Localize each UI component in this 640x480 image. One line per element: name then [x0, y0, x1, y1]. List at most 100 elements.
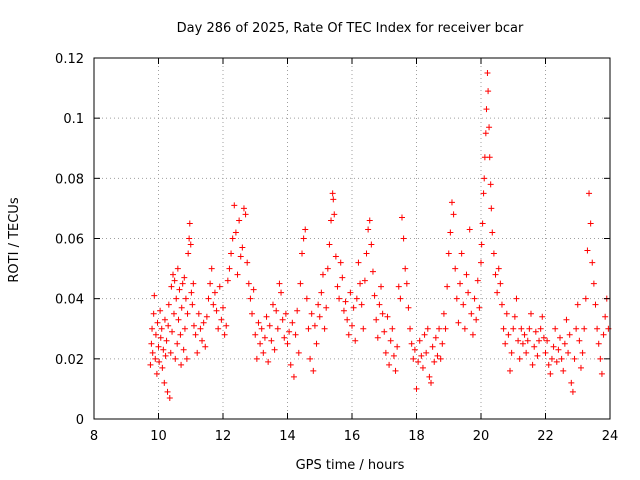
- data-point-marker: [355, 259, 362, 266]
- data-point-marker: [149, 325, 156, 332]
- data-point-marker: [415, 358, 422, 365]
- data-point-marker: [397, 295, 404, 302]
- data-point-marker: [255, 319, 262, 326]
- data-point-marker: [505, 331, 512, 338]
- data-point-marker: [213, 307, 220, 314]
- data-point-marker: [521, 331, 528, 338]
- y-tick-label: 0.04: [55, 293, 84, 308]
- data-point-marker: [294, 307, 301, 314]
- data-point-marker: [483, 106, 490, 113]
- data-point-marker: [205, 295, 212, 302]
- data-point-marker: [465, 289, 472, 296]
- data-point-marker: [164, 388, 171, 395]
- data-point-marker: [595, 340, 602, 347]
- data-point-marker: [183, 355, 190, 362]
- data-point-marker: [584, 247, 591, 254]
- y-tick-label: 0.08: [55, 172, 84, 187]
- data-point-marker: [497, 280, 504, 287]
- data-point-marker: [581, 325, 588, 332]
- data-point-marker: [582, 295, 589, 302]
- data-point-marker: [279, 316, 286, 323]
- data-point-marker: [156, 358, 163, 365]
- data-point-marker: [369, 268, 376, 275]
- data-point-marker: [553, 358, 560, 365]
- data-point-marker: [170, 310, 177, 317]
- data-point-marker: [450, 211, 457, 218]
- data-point-marker: [162, 352, 169, 359]
- data-point-marker: [284, 340, 291, 347]
- data-point-marker: [560, 367, 567, 374]
- data-point-marker: [423, 349, 430, 356]
- data-point-marker: [592, 301, 599, 308]
- data-point-marker: [200, 319, 207, 326]
- data-point-marker: [160, 346, 167, 353]
- data-point-marker: [442, 325, 449, 332]
- data-point-marker: [373, 316, 380, 323]
- data-point-marker: [218, 316, 225, 323]
- data-point-marker: [395, 283, 402, 290]
- data-point-marker: [215, 325, 222, 332]
- data-point-marker: [278, 289, 285, 296]
- chart-title: Day 286 of 2025, Rate Of TEC Index for r…: [177, 21, 524, 36]
- data-point-marker: [402, 265, 409, 272]
- data-point-marker: [313, 340, 320, 347]
- data-point-marker: [502, 340, 509, 347]
- data-point-marker: [597, 355, 604, 362]
- data-point-marker: [253, 355, 260, 362]
- data-point-marker: [242, 211, 249, 218]
- data-point-marker: [163, 337, 170, 344]
- data-point-marker: [569, 388, 576, 395]
- data-point-marker: [577, 364, 584, 371]
- data-point-marker: [232, 229, 239, 236]
- data-point-marker: [197, 325, 204, 332]
- data-point-marker: [547, 370, 554, 377]
- data-point-marker: [221, 331, 228, 338]
- data-point-marker: [208, 265, 215, 272]
- data-point-marker: [181, 325, 188, 332]
- data-point-marker: [302, 226, 309, 233]
- data-point-marker: [394, 343, 401, 350]
- data-point-marker: [308, 310, 315, 317]
- data-point-marker: [310, 367, 317, 374]
- data-point-marker: [390, 352, 397, 359]
- data-point-marker: [188, 289, 195, 296]
- data-point-marker: [386, 361, 393, 368]
- data-point-marker: [331, 211, 338, 218]
- data-point-marker: [361, 277, 368, 284]
- data-point-marker: [240, 205, 247, 212]
- data-point-marker: [468, 310, 475, 317]
- data-point-marker: [563, 316, 570, 323]
- data-point-marker: [523, 349, 530, 356]
- data-point-marker: [500, 325, 507, 332]
- data-point-marker: [557, 334, 564, 341]
- data-point-marker: [224, 277, 231, 284]
- data-point-marker: [374, 334, 381, 341]
- data-point-marker: [181, 274, 188, 281]
- data-point-marker: [410, 355, 417, 362]
- data-point-marker: [481, 175, 488, 182]
- data-point-marker: [150, 310, 157, 317]
- data-point-marker: [561, 340, 568, 347]
- data-point-marker: [519, 340, 526, 347]
- data-point-marker: [211, 289, 218, 296]
- data-point-marker: [203, 313, 210, 320]
- data-point-marker: [229, 235, 236, 242]
- data-point-marker: [159, 364, 166, 371]
- data-point-marker: [527, 310, 534, 317]
- data-point-marker: [182, 295, 189, 302]
- data-point-marker: [552, 325, 559, 332]
- data-point-marker: [389, 325, 396, 332]
- data-point-marker: [231, 202, 238, 209]
- data-point-marker: [350, 304, 357, 311]
- data-point-marker: [155, 343, 162, 350]
- data-point-marker: [387, 337, 394, 344]
- data-point-marker: [152, 331, 159, 338]
- data-point-marker: [571, 355, 578, 362]
- data-point-marker: [529, 361, 536, 368]
- data-point-marker: [189, 301, 196, 308]
- y-tick-label: 0.06: [55, 233, 84, 248]
- data-point-marker: [274, 325, 281, 332]
- data-point-marker: [437, 355, 444, 362]
- data-point-marker: [537, 325, 544, 332]
- data-point-marker: [165, 301, 172, 308]
